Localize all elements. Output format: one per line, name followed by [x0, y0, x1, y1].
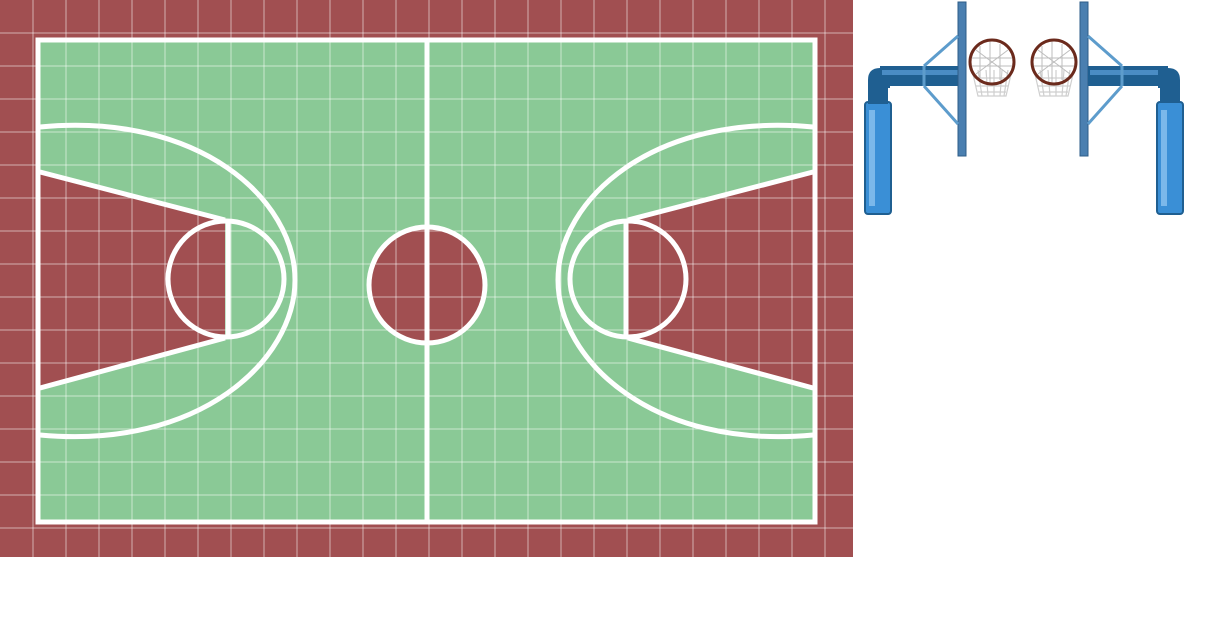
left-post-frame-sprite	[864, 1, 967, 215]
hoop-sprite-sheet	[864, 1, 1184, 215]
right-backboard-pole	[1079, 1, 1089, 157]
right-hoop-rim	[1030, 38, 1078, 86]
left-post-base	[864, 101, 892, 215]
right-key-line-bottom	[627, 335, 814, 391]
left-post-braces	[922, 34, 960, 126]
right-key-paint	[628, 172, 813, 388]
left-backboard-pole	[957, 1, 967, 157]
left-hoop-rim	[968, 38, 1016, 86]
right-post-arm	[1088, 66, 1168, 86]
left-key-line-bottom	[39, 335, 226, 391]
right-net-top	[1034, 42, 1074, 82]
right-post-base-highlight	[1161, 110, 1167, 206]
court-lines	[35, 37, 818, 525]
right-post-braces	[1086, 34, 1124, 126]
right-post-elbow	[1158, 68, 1180, 104]
left-net-top	[972, 42, 1012, 82]
left-post-arm	[880, 66, 960, 86]
right-post-base	[1156, 101, 1184, 215]
center-circle-line	[366, 224, 488, 346]
left-post-arm-highlight	[882, 70, 958, 75]
right-post-frame-sprite	[1079, 1, 1184, 215]
left-hoop-net-sprite	[968, 38, 1016, 97]
right-three-point-arc	[555, 122, 814, 439]
left-key-line-top	[39, 169, 226, 223]
right-post-arm-highlight	[1090, 70, 1166, 75]
basketball-court	[0, 0, 853, 557]
right-hoop-net-sprite	[1030, 38, 1078, 97]
left-three-point-arc	[39, 122, 298, 439]
left-post-base-highlight	[869, 110, 875, 206]
right-key-line-top	[627, 169, 814, 223]
